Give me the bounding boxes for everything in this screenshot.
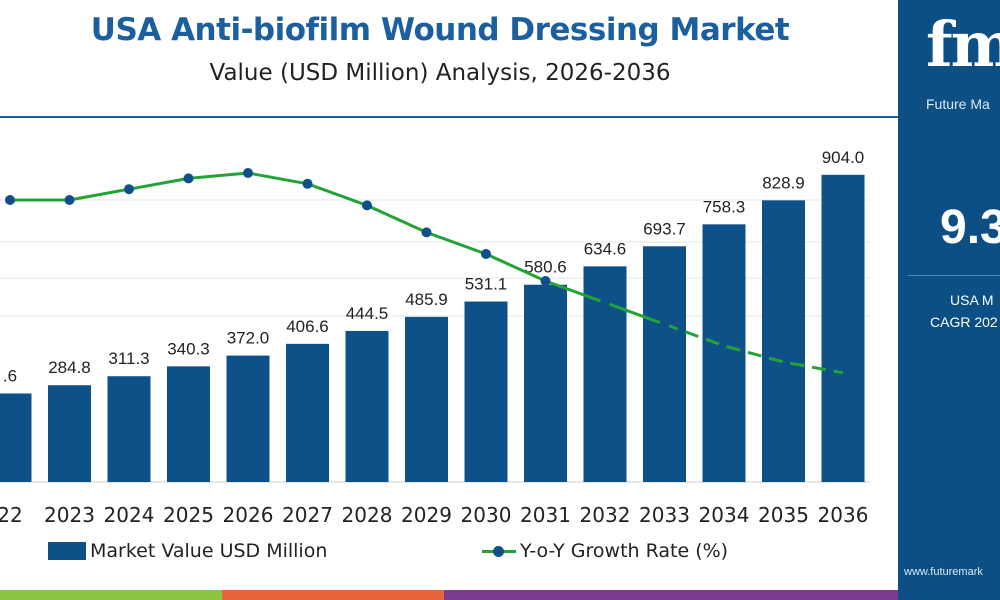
sidebar-divider — [908, 275, 1000, 276]
bottom-color-bar — [0, 590, 900, 600]
cagr-label-line-1: USA M — [950, 292, 994, 308]
bar-label: 311.3 — [108, 349, 149, 368]
bar-label: 444.5 — [346, 304, 389, 323]
x-tick-label: 2025 — [163, 503, 214, 527]
x-tick-label: 2026 — [223, 503, 274, 527]
growth-point — [362, 200, 372, 211]
bar — [762, 200, 805, 482]
growth-point — [421, 227, 432, 238]
bar-label: 406.6 — [286, 317, 329, 336]
growth-point — [302, 178, 313, 189]
x-axis-ticks: 22 2023 2024 2025 2026 2027 2028 2029 2030 2031 20… — [0, 503, 868, 527]
line-marker-icon — [482, 542, 516, 560]
x-tick-label: 2027 — [282, 503, 333, 527]
bar — [643, 246, 686, 482]
growth-line-solid — [10, 171, 666, 326]
bar-label: 904.0 — [822, 148, 865, 167]
legend-label-growth-rate: Y-o-Y Growth Rate (%) — [520, 540, 729, 562]
x-tick-label: 2033 — [639, 503, 690, 527]
x-tick-label: 2036 — [818, 503, 869, 527]
bar — [345, 330, 389, 482]
x-tick-label: 2034 — [699, 503, 750, 527]
bar-label: 531.1 — [465, 275, 508, 294]
growth-point — [481, 249, 491, 259]
bar — [167, 366, 210, 482]
cagr-label-line-2: CAGR 202 — [930, 314, 998, 330]
bar — [107, 376, 151, 482]
bar-label: 372.0 — [227, 329, 270, 348]
x-tick-label: 2023 — [44, 503, 95, 527]
growth-point — [600, 297, 610, 308]
brand-name: Future Ma — [926, 96, 990, 112]
growth-line-forecast — [663, 322, 844, 375]
x-tick-label: 22 — [0, 503, 23, 527]
growth-point — [659, 319, 670, 330]
bar — [821, 174, 865, 482]
bar-label: 758.3 — [703, 197, 746, 216]
bar-label: 828.9 — [762, 173, 805, 192]
bar-labels: .6 284.8 311.3 340.3 372.0 406.6 444.5 485.9 531… — [3, 148, 864, 386]
x-tick-label: 2031 — [520, 503, 571, 527]
bar-label: 580.6 — [524, 258, 567, 277]
bars — [0, 174, 865, 483]
chart: .6 284.8 311.3 340.3 372.0 406.6 444.5 485.9 531… — [0, 148, 870, 527]
bar-label: 284.8 — [48, 358, 91, 377]
growth-point — [243, 168, 253, 178]
growth-point — [124, 184, 134, 195]
bar-swatch-icon — [48, 542, 86, 560]
bar — [464, 301, 508, 482]
bar-label: 485.9 — [405, 290, 448, 309]
growth-point — [183, 173, 194, 184]
bar — [405, 316, 448, 482]
legend-label-market-value: Market Value USD Million — [90, 540, 328, 562]
legend-market-value: Market Value USD Million — [48, 540, 327, 562]
cagr-value: 9.3 — [940, 201, 1000, 254]
x-tick-label: 2030 — [461, 503, 512, 527]
x-tick-label: 2032 — [580, 503, 631, 527]
x-tick-label: 2024 — [104, 503, 155, 527]
chart-subtitle: Value (USD Million) Analysis, 2026-2036 — [209, 60, 671, 86]
bar — [226, 355, 270, 482]
bar — [524, 284, 567, 482]
legend-growth-rate: Y-o-Y Growth Rate (%) — [482, 540, 728, 562]
bar — [286, 343, 329, 482]
logo: fmi — [926, 8, 1000, 81]
growth-line — [5, 168, 844, 375]
bar-label: 340.3 — [167, 339, 210, 358]
growth-point — [64, 195, 75, 205]
sidebar-panel: fmi Future Ma 9.3 USA M CAGR 202 www.fut… — [898, 0, 1000, 600]
growth-point — [5, 195, 15, 205]
bar — [48, 385, 91, 482]
x-tick-label: 2035 — [758, 503, 809, 527]
chart-title: USA Anti-biofilm Wound Dressing Market — [90, 12, 790, 48]
x-tick-label: 2028 — [342, 503, 393, 527]
title-divider — [0, 116, 898, 118]
bar — [702, 224, 746, 483]
bar-label: 634.6 — [584, 239, 627, 258]
website-url: www.futuremark — [904, 566, 983, 578]
bar-label: 693.7 — [643, 219, 686, 238]
bar — [0, 393, 32, 482]
bar-label: .6 — [3, 366, 17, 385]
x-tick-label: 2029 — [401, 503, 452, 527]
growth-point — [540, 276, 551, 286]
